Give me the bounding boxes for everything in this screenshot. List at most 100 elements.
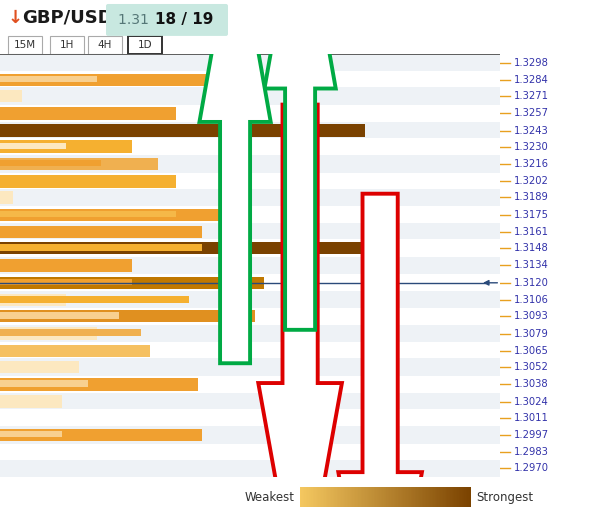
Bar	[385, 487, 387, 507]
Bar	[433, 487, 435, 507]
Bar	[304, 487, 306, 507]
Bar	[378, 487, 380, 507]
Bar	[320, 487, 322, 507]
Bar	[0, 380, 88, 387]
Bar	[0, 206, 500, 223]
Bar	[391, 487, 392, 507]
Bar	[460, 487, 462, 507]
Bar	[0, 141, 132, 153]
Bar	[0, 90, 22, 102]
Bar	[443, 487, 445, 507]
Text: 18 / 19: 18 / 19	[155, 12, 213, 28]
Bar	[346, 487, 347, 507]
Bar	[0, 376, 500, 393]
Polygon shape	[258, 105, 342, 513]
Bar	[337, 487, 339, 507]
Bar	[408, 487, 410, 507]
Bar	[0, 426, 500, 444]
Bar	[410, 487, 413, 507]
Text: 1.3079: 1.3079	[514, 328, 549, 339]
Bar	[0, 138, 500, 155]
Bar	[439, 487, 441, 507]
Bar	[0, 223, 500, 241]
Bar	[435, 487, 437, 507]
Bar	[0, 444, 500, 461]
Bar	[0, 358, 500, 376]
Bar	[0, 191, 13, 204]
Bar	[383, 487, 386, 507]
Bar	[341, 487, 343, 507]
Bar	[375, 487, 377, 507]
Bar	[455, 487, 456, 507]
Text: 1.3189: 1.3189	[514, 192, 549, 203]
Bar	[328, 487, 330, 507]
Text: 1.3257: 1.3257	[514, 108, 549, 119]
Bar	[420, 487, 422, 507]
Text: 4H: 4H	[98, 40, 112, 50]
Bar	[332, 487, 334, 507]
Text: 1H: 1H	[60, 40, 74, 50]
Text: 1.31: 1.31	[118, 13, 153, 27]
Bar	[0, 208, 220, 221]
Bar	[392, 487, 394, 507]
Bar	[0, 175, 176, 188]
Bar	[324, 487, 326, 507]
Bar	[457, 487, 459, 507]
Bar	[325, 487, 328, 507]
Bar	[0, 76, 97, 82]
Bar	[348, 487, 350, 507]
Bar	[450, 487, 452, 507]
Bar	[0, 173, 500, 190]
Bar	[409, 487, 411, 507]
Bar	[0, 87, 500, 105]
Text: 1.3011: 1.3011	[514, 412, 549, 423]
Bar	[397, 487, 398, 507]
Bar	[350, 487, 352, 507]
Bar	[0, 325, 500, 342]
Bar	[330, 487, 332, 507]
Text: 1.3216: 1.3216	[514, 159, 549, 169]
Text: 1.3120: 1.3120	[514, 278, 549, 288]
Text: 1.2997: 1.2997	[514, 430, 549, 440]
Bar	[321, 487, 323, 507]
Bar	[300, 487, 302, 507]
Bar	[399, 487, 401, 507]
Bar	[428, 487, 429, 507]
Text: Weakest: Weakest	[245, 490, 295, 504]
Bar	[355, 487, 357, 507]
Bar	[0, 363, 75, 369]
Text: 1.3271: 1.3271	[514, 91, 549, 101]
Text: 1.3202: 1.3202	[514, 176, 549, 186]
Bar	[430, 487, 432, 507]
Bar	[354, 487, 356, 507]
Bar	[314, 487, 316, 507]
Bar	[0, 310, 255, 323]
Text: 1.3134: 1.3134	[514, 261, 549, 270]
Bar	[466, 487, 468, 507]
Bar	[352, 487, 355, 507]
Bar	[0, 361, 79, 373]
Bar	[401, 487, 403, 507]
Bar	[356, 487, 359, 507]
Text: GBP/USD: GBP/USD	[22, 9, 113, 27]
Bar	[377, 487, 379, 507]
Bar	[0, 124, 365, 137]
Bar	[398, 487, 400, 507]
Bar	[335, 487, 337, 507]
Bar	[0, 460, 500, 477]
Bar	[365, 487, 367, 507]
Bar	[319, 487, 320, 507]
Bar	[0, 431, 62, 438]
Bar	[381, 487, 383, 507]
Text: 1D: 1D	[138, 40, 152, 50]
Bar	[412, 487, 414, 507]
Text: 1.3175: 1.3175	[514, 210, 549, 220]
Bar	[311, 487, 313, 507]
Bar	[379, 487, 381, 507]
Polygon shape	[338, 194, 422, 513]
Bar	[423, 487, 425, 507]
Bar	[0, 296, 189, 303]
Polygon shape	[199, 0, 271, 363]
Bar	[0, 107, 176, 120]
Bar	[449, 487, 450, 507]
